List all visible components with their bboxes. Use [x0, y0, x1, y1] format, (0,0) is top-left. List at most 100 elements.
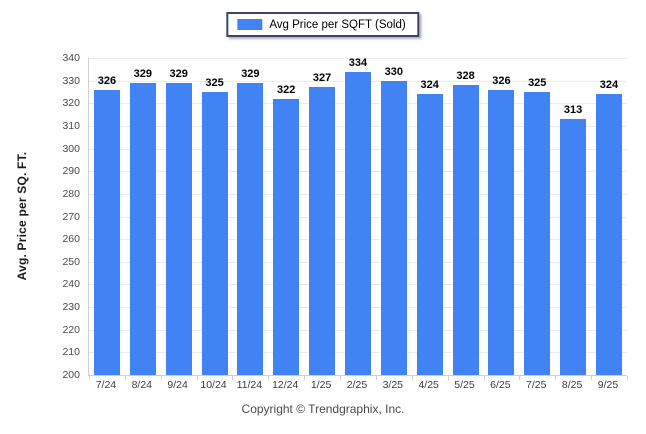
y-tick-label: 270: [62, 210, 80, 223]
x-tick-mark: [304, 376, 306, 380]
x-tick-mark: [232, 376, 234, 380]
bar-column: 325: [197, 58, 233, 375]
x-tick-label: 9/25: [597, 379, 619, 391]
bar-column: 322: [268, 58, 304, 375]
bar-value-label: 324: [420, 79, 439, 92]
x-tick-label: 6/25: [490, 379, 511, 391]
x-tick-label: 5/25: [454, 379, 475, 391]
bar-column: 325: [519, 58, 555, 375]
x-tick-mark: [89, 376, 90, 380]
bar: [344, 72, 371, 375]
x-tick-mark: [411, 376, 413, 380]
bar-column: 326: [483, 58, 519, 375]
bar-column: 334: [340, 58, 376, 375]
bar-value-label: 326: [97, 74, 117, 87]
bar: [416, 94, 443, 375]
x-tick-label: 1/25: [310, 379, 332, 391]
legend-swatch-icon: [237, 19, 263, 30]
y-tick-label: 310: [62, 119, 80, 132]
bar-value-label: 322: [277, 83, 296, 96]
bar-column: 327: [304, 58, 340, 375]
y-tick-label: 240: [62, 278, 80, 291]
legend: Avg Price per SQFT (Sold): [226, 12, 420, 37]
y-tick-label: 260: [62, 233, 80, 246]
y-tick-label: 250: [62, 255, 80, 268]
bar-value-label: 329: [241, 67, 260, 80]
gridline: [89, 58, 627, 59]
y-tick-label: 320: [62, 97, 80, 110]
x-tick-label: 7/25: [526, 379, 547, 391]
bar: [237, 82, 264, 375]
bar-value-label: 313: [563, 104, 583, 117]
x-tick-mark: [196, 376, 198, 380]
x-tick-label: 8/25: [561, 379, 583, 391]
bar: [165, 82, 192, 375]
bar: [93, 89, 120, 375]
y-tick-label: 220: [62, 323, 80, 336]
y-tick-label: 230: [62, 301, 80, 314]
bar-column: 329: [232, 58, 268, 375]
bar-column: 329: [161, 58, 197, 375]
bar-column: 313: [555, 58, 591, 375]
x-tick-mark: [160, 376, 162, 380]
x-tick-label: 3/25: [382, 379, 404, 391]
y-tick-label: 340: [62, 52, 80, 64]
legend-label: Avg Price per SQFT (Sold): [269, 18, 406, 31]
x-tick-mark: [124, 376, 126, 380]
bar: [595, 94, 622, 375]
x-tick-mark: [627, 376, 628, 380]
bar-value-label: 330: [384, 65, 403, 78]
y-tick-label: 300: [62, 142, 80, 155]
bar-value-label: 334: [348, 57, 368, 69]
x-tick-mark: [591, 376, 593, 380]
x-tick-label: 10/24: [200, 379, 227, 391]
x-tick-mark: [555, 376, 557, 380]
bar: [380, 80, 407, 375]
x-tick-mark: [268, 376, 270, 380]
bar: [524, 91, 551, 375]
bars: 326 329 329 325 329 322 327 334 330 324 328 326 325 3…: [89, 58, 627, 375]
bar-value-label: 325: [205, 76, 224, 89]
bar-column: 326: [89, 58, 125, 375]
bar-column: 329: [125, 58, 161, 375]
y-tick-label: 290: [62, 165, 80, 178]
x-tick-label: 2/25: [346, 379, 368, 391]
x-tick-label: 4/25: [418, 379, 439, 391]
x-tick-mark: [340, 376, 342, 380]
bar-value-label: 327: [312, 72, 332, 85]
x-tick-mark: [447, 376, 449, 380]
y-tick-label: 280: [62, 187, 80, 200]
bar-value-label: 328: [456, 70, 475, 83]
x-tick-mark: [375, 376, 377, 380]
bar: [309, 87, 336, 375]
bar-value-label: 324: [599, 79, 619, 92]
x-tick-label: 11/24: [236, 379, 263, 391]
bar-column: 328: [448, 58, 484, 375]
y-tick-label: 330: [62, 74, 80, 87]
bar-value-label: 329: [169, 67, 188, 80]
copyright-text: Copyright © Trendgraphix, Inc.: [241, 402, 405, 416]
bar-column: 324: [412, 58, 448, 375]
x-tick-mark: [483, 376, 485, 380]
bar-value-label: 325: [528, 76, 547, 89]
bar-column: 330: [376, 58, 412, 375]
bar: [273, 98, 300, 375]
y-tick-label: 200: [62, 369, 80, 381]
x-tick-label: 12/24: [272, 379, 299, 391]
x-tick-label: 9/24: [167, 379, 188, 391]
x-tick-label: 8/24: [131, 379, 152, 391]
bar-value-label: 326: [492, 74, 511, 87]
bar: [129, 82, 156, 375]
plot-area: 326 329 329 325 329 322 327 334 330 324 328 326 325 3…: [88, 58, 628, 380]
bar: [488, 89, 515, 375]
y-axis: 200 210 220 230 240 250 260 270 280 290 300 310 320 3…: [0, 52, 84, 381]
bar: [452, 85, 479, 375]
bar-value-label: 329: [133, 67, 152, 80]
bar: [201, 91, 228, 375]
bar: [560, 119, 587, 375]
x-tick-mark: [519, 376, 521, 380]
bar-column: 324: [591, 58, 627, 375]
x-tick-label: 7/24: [95, 379, 117, 391]
y-tick-label: 210: [62, 346, 80, 359]
